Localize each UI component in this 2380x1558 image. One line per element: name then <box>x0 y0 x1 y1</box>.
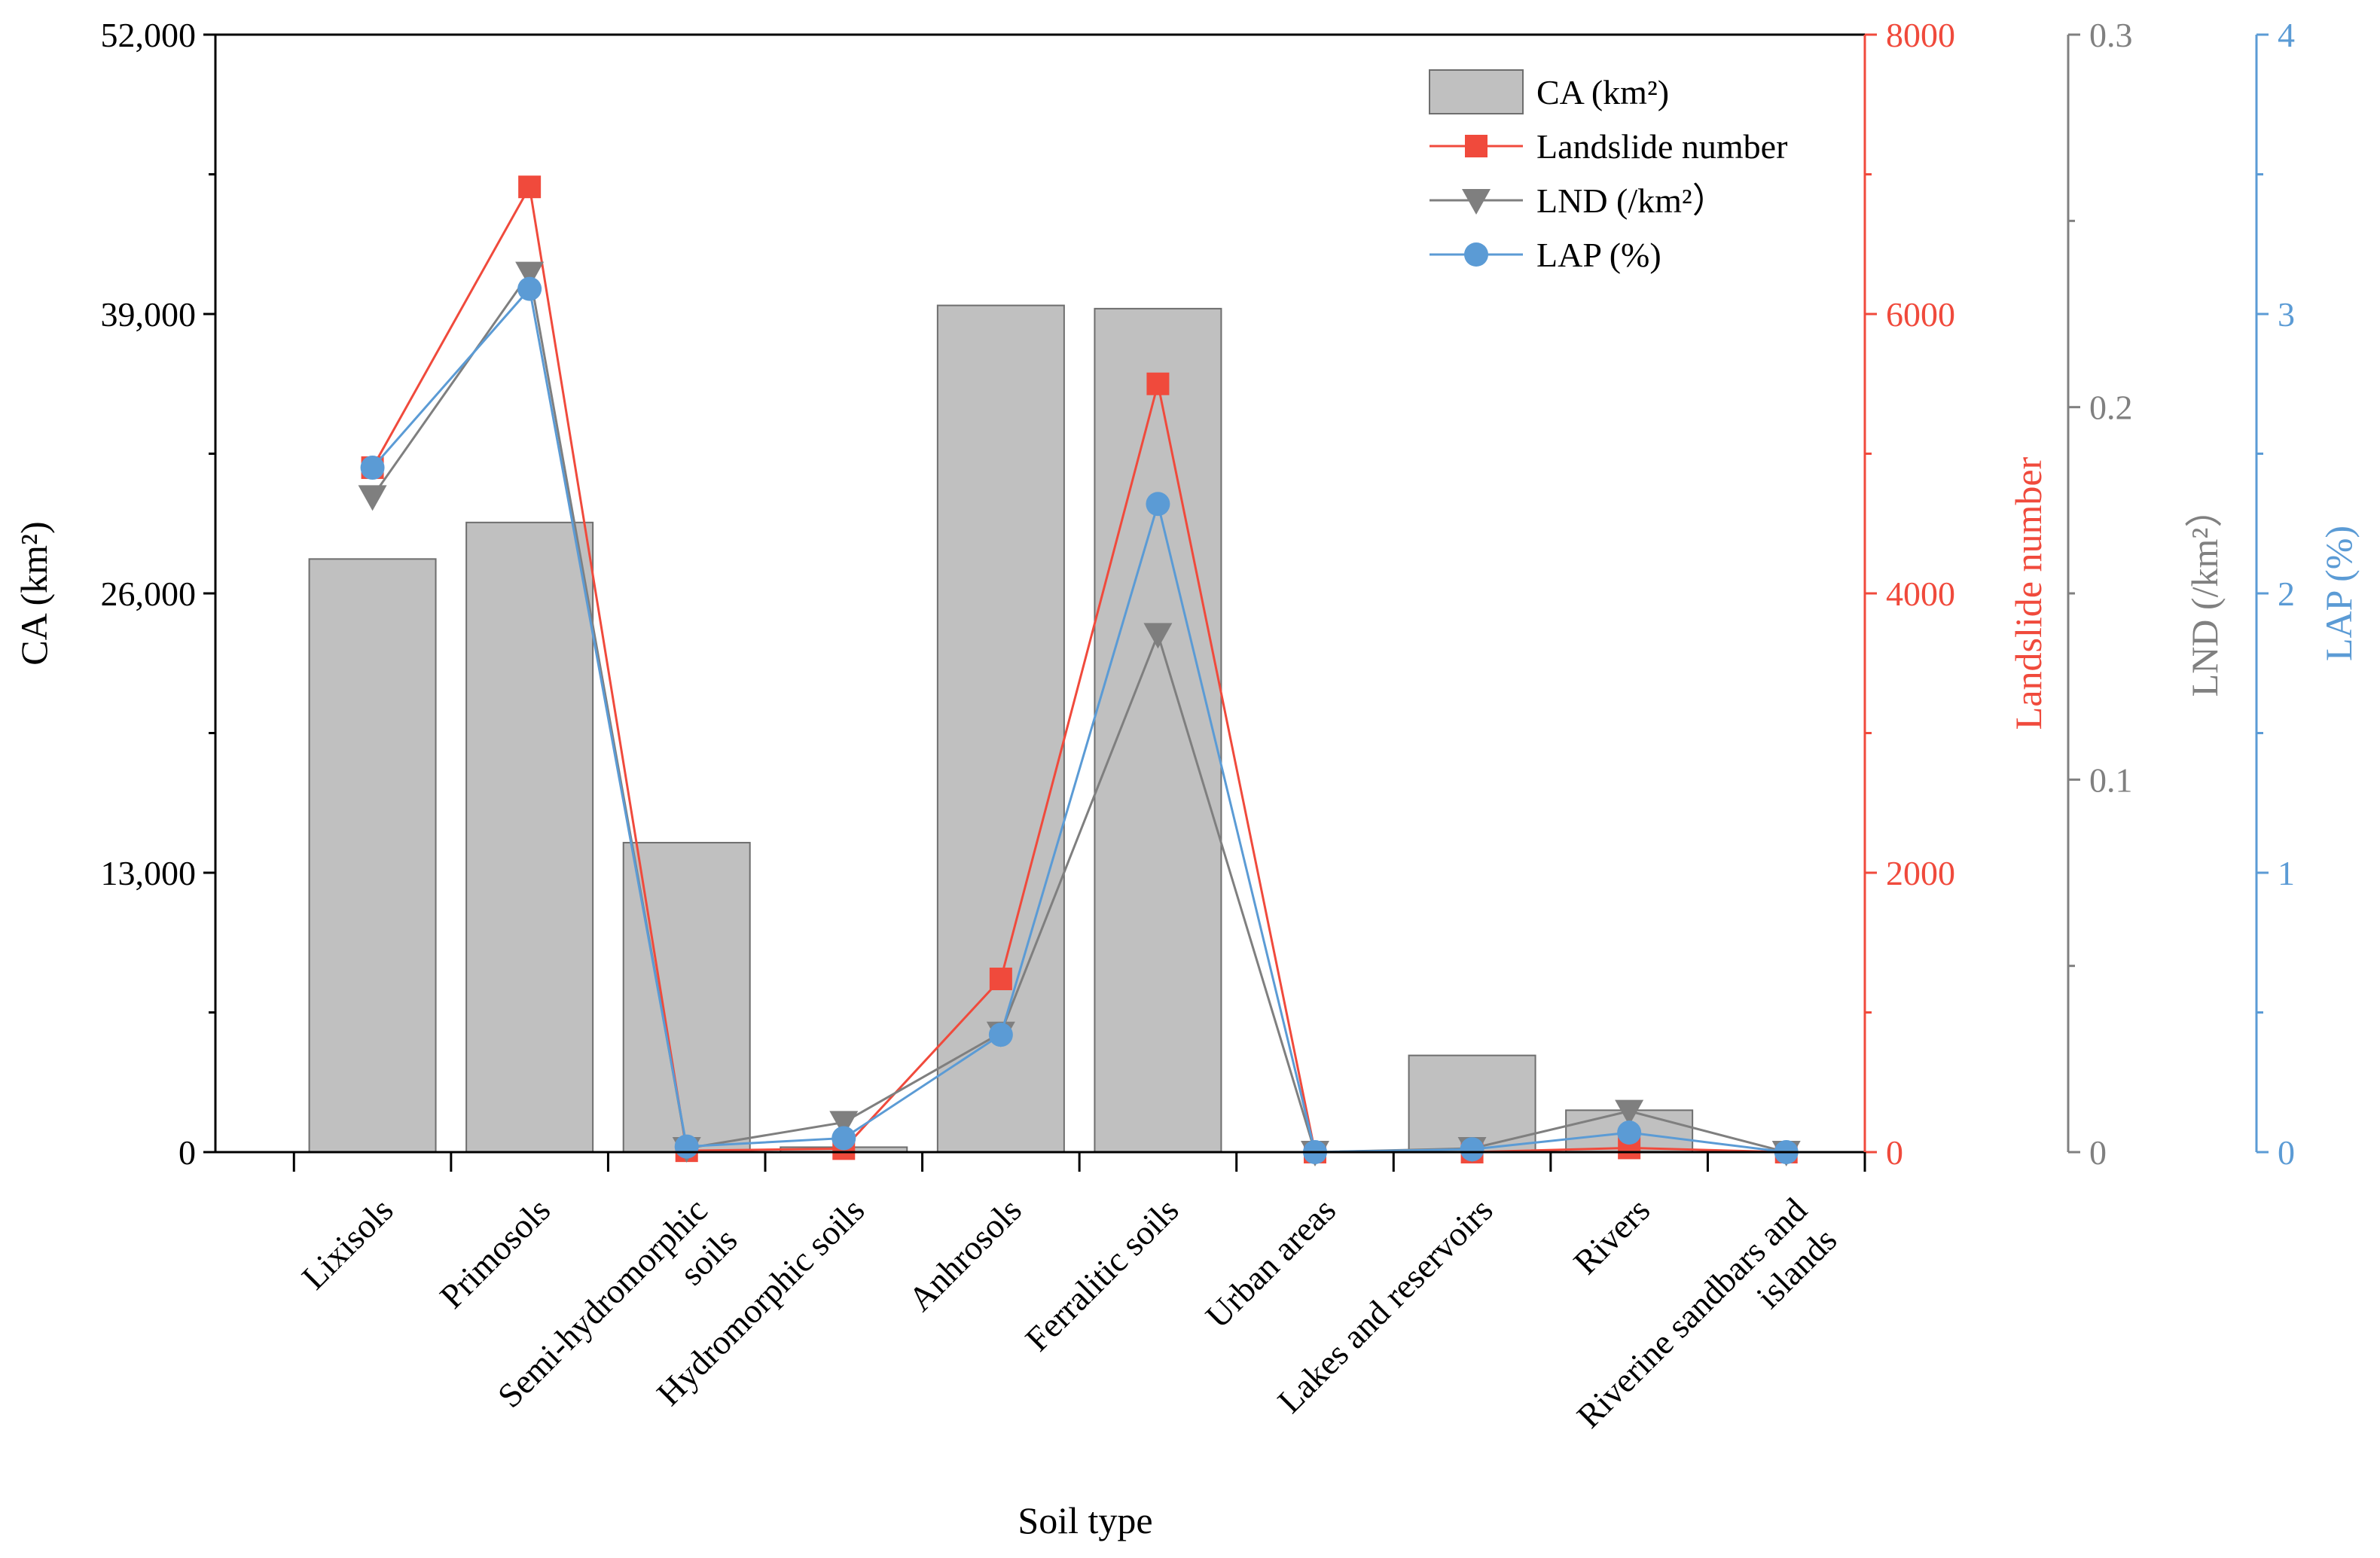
bar <box>936 304 1065 1154</box>
marker-triangle <box>1462 189 1491 215</box>
marker-circle <box>1464 242 1488 267</box>
tick-label: 0 <box>178 1133 196 1172</box>
y-axis-ca: 0 13,000 26,000 39,000 52,000 CA (km²) <box>13 16 217 1172</box>
marker-circle <box>1460 1137 1484 1162</box>
category-label-line: Rivers <box>1566 1191 1657 1282</box>
category-label: Anhrosols <box>901 1191 1029 1319</box>
bar <box>622 842 751 1153</box>
category-label: Rivers <box>1566 1191 1657 1282</box>
category-label-line: Ferralitic soils <box>1018 1191 1185 1358</box>
marker-circle <box>517 276 542 301</box>
category-label: Primosols <box>432 1191 557 1316</box>
tick-label: 3 <box>2278 295 2295 334</box>
y-axis-lnd: 0 0.1 0.2 0.3 LND (/km²） <box>2067 16 2226 1172</box>
legend-item: CA (km²) <box>1429 69 1669 114</box>
category-label-line: Primosols <box>432 1191 557 1316</box>
marker-square <box>989 967 1012 990</box>
tick-label: 0.3 <box>2089 16 2133 54</box>
axis-title: LND (/km²） <box>2183 490 2226 697</box>
tick-label: 0.1 <box>2089 761 2133 799</box>
legend: CA (km²) Landslide number LND (/km²） LAP (%… <box>1429 69 1787 274</box>
line-series <box>360 276 1799 1164</box>
tick-label: 0 <box>1886 1133 1903 1172</box>
legend-label: LAP (%) <box>1536 236 1661 274</box>
axis-title: CA (km²) <box>13 521 55 665</box>
marker-square <box>1465 135 1488 157</box>
marker-triangle <box>515 261 545 288</box>
y-axis-landslide: 0 2000 4000 6000 8000 Landslide number <box>1863 16 2049 1172</box>
series-line <box>371 286 1787 1154</box>
tick-label: 52,000 <box>101 16 197 54</box>
marker-circle <box>1146 492 1170 517</box>
marker-circle <box>1617 1120 1642 1145</box>
tick-label: 1 <box>2278 854 2295 892</box>
bar <box>1408 1054 1536 1153</box>
marker-triangle <box>1615 1099 1644 1126</box>
tick-label: 0.2 <box>2089 389 2133 427</box>
legend-item: LAP (%) <box>1430 236 1661 274</box>
bar-series-ca <box>308 304 1694 1154</box>
legend-label: LND (/km²） <box>1536 181 1727 220</box>
category-label: Ferralitic soils <box>1018 1191 1185 1358</box>
legend-label: Landslide number <box>1536 127 1787 166</box>
tick-label: 6000 <box>1886 295 1955 334</box>
category-label-line: Urban areas <box>1198 1191 1343 1335</box>
y-axis-lap: 0 1 2 3 4 LAP (%) <box>2255 16 2360 1172</box>
axis-title: Landslide number <box>2007 456 2049 730</box>
legend-item: LND (/km²） <box>1430 181 1727 220</box>
bar <box>308 558 437 1153</box>
legend-swatch <box>1429 69 1524 114</box>
marker-square <box>518 175 542 199</box>
legend-item: Landslide number <box>1430 127 1787 166</box>
tick-label: 0 <box>2089 1133 2107 1172</box>
tick-label: 2 <box>2278 575 2295 613</box>
tick-label: 26,000 <box>101 575 197 613</box>
marker-triangle <box>358 485 387 511</box>
category-label: Lixisols <box>294 1191 401 1297</box>
x-axis-title: Soil type <box>1018 1499 1152 1541</box>
marker-circle <box>831 1126 856 1151</box>
series-line <box>371 183 1787 1154</box>
marker-circle <box>674 1134 699 1159</box>
line-series-group <box>358 175 1801 1166</box>
marker-triangle <box>1143 623 1173 649</box>
series-line <box>371 270 1787 1154</box>
bar <box>465 521 594 1153</box>
category-label-line: Lixisols <box>294 1191 401 1297</box>
axis-title: LAP (%) <box>2317 526 2360 661</box>
marker-circle <box>360 456 385 480</box>
marker-square <box>1146 372 1170 395</box>
tick-label: 8000 <box>1886 16 1955 54</box>
category-label: Urban areas <box>1198 1191 1343 1335</box>
marker-triangle <box>829 1111 859 1137</box>
tick-label: 2000 <box>1886 854 1955 892</box>
tick-label: 0 <box>2278 1133 2295 1172</box>
marker-circle <box>988 1023 1013 1047</box>
legend-label: CA (km²) <box>1536 73 1669 111</box>
category-label-line: Anhrosols <box>901 1191 1029 1319</box>
tick-label: 13,000 <box>101 854 197 892</box>
tick-label: 39,000 <box>101 295 197 334</box>
tick-label: 4 <box>2278 16 2295 54</box>
tick-label: 4000 <box>1886 575 1955 613</box>
bar <box>1094 307 1222 1154</box>
